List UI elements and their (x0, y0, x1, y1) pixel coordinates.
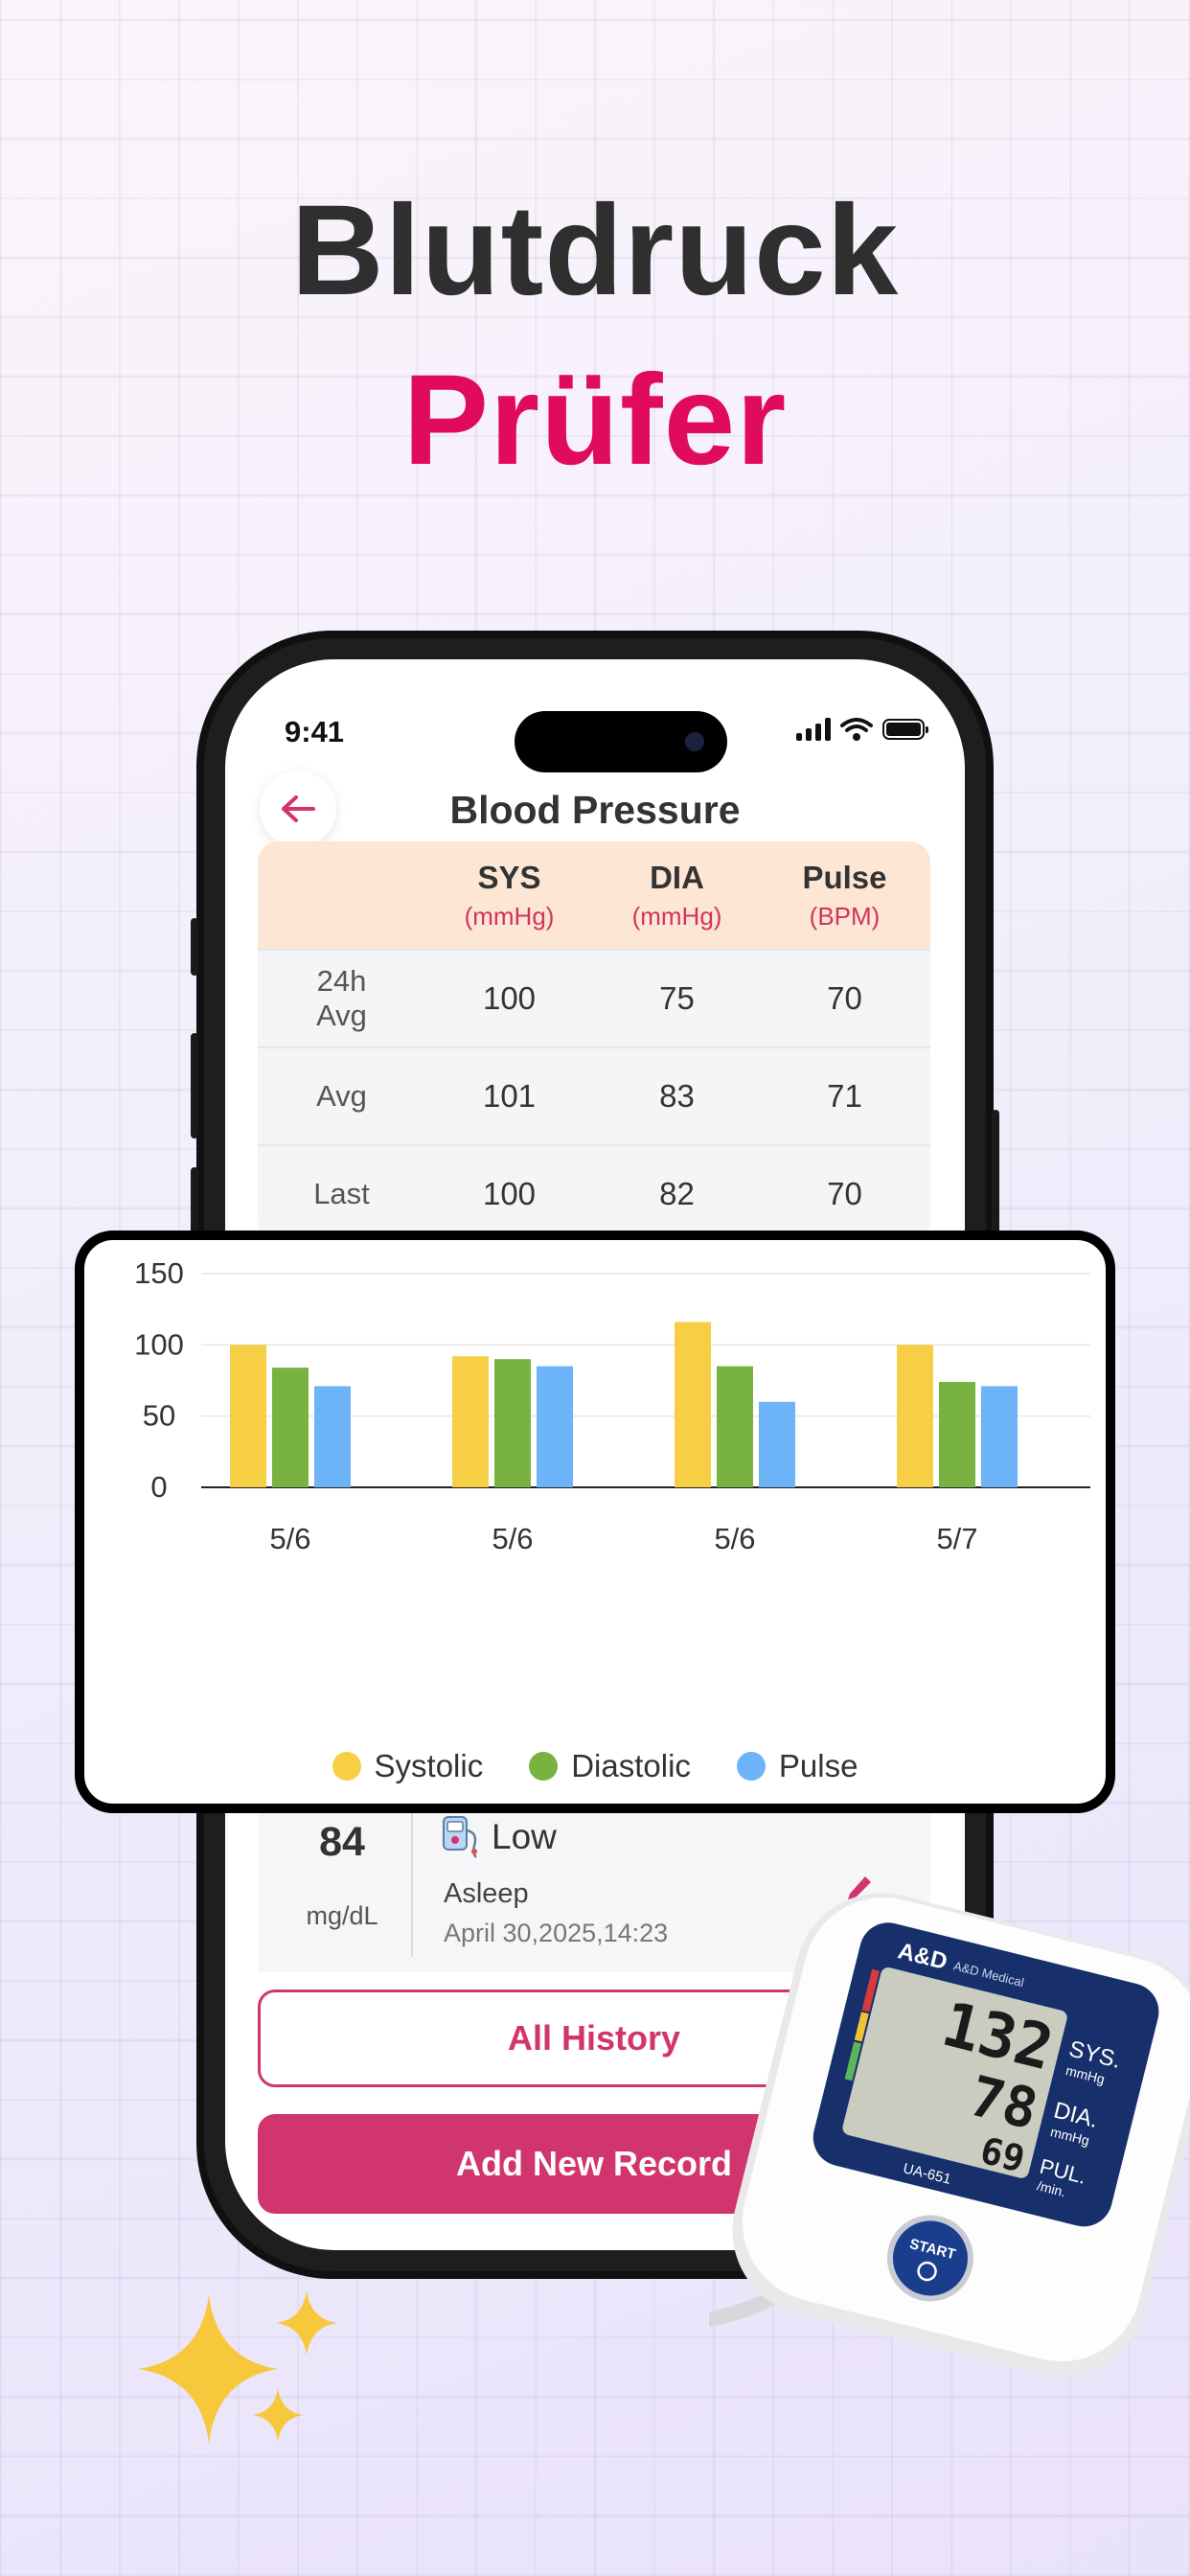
legend-dot (332, 1752, 361, 1781)
stats-table-header: SYS (mmHg) DIA (mmHg) Pulse (BPM) (258, 841, 930, 949)
bar-pulse (314, 1386, 351, 1487)
phone-power-button (992, 1110, 999, 1273)
pulse-value: 71 (827, 1078, 862, 1114)
page-title: Blood Pressure (449, 788, 741, 832)
bar-chart: 0 50 100 150 5/6 5/6 5/6 5/7 (134, 1256, 1090, 1555)
bar-pulse (537, 1366, 573, 1487)
record-timestamp: April 30,2025,14:23 (444, 1919, 669, 1947)
signal-icon (796, 718, 831, 741)
dia-value: 83 (659, 1078, 695, 1114)
y-tick-label: 100 (134, 1327, 184, 1361)
x-tick-label: 5/7 (936, 1522, 977, 1555)
table-row: 24h Avg 100 75 70 (258, 949, 930, 1046)
status-icons (796, 717, 928, 742)
blood-pressure-monitor-image: A&D A&D Medical 132 78 69 SYS. mmHg DIA.… (709, 1893, 1190, 2378)
record-condition: Asleep (444, 1878, 529, 1909)
pulse-value: 70 (827, 1176, 862, 1211)
y-tick-label: 0 (150, 1470, 167, 1504)
header-dia: DIA (mmHg) (631, 859, 722, 931)
row-label: 24h Avg (316, 964, 367, 1032)
hero-title-line2: Prüfer (402, 349, 788, 492)
hero-title-line1: Blutdruck (290, 179, 900, 322)
chart-legend: Systolic Diastolic Pulse (84, 1748, 1106, 1784)
device-pul-value: 69 (976, 2129, 1029, 2181)
record-unit: mg/dL (306, 1901, 378, 1930)
sys-value: 100 (482, 1176, 537, 1211)
record-divider (411, 1813, 413, 1957)
chart-card: 0 50 100 150 5/6 5/6 5/6 5/7 Systolic Diastolic… (75, 1230, 1115, 1813)
table-row: Avg 101 83 71 (258, 1046, 930, 1144)
bar-diastolic (494, 1359, 531, 1487)
bar-diastolic (717, 1366, 753, 1487)
x-tick-label: 5/6 (492, 1522, 533, 1555)
device-dia-value: 78 (963, 2063, 1043, 2143)
status-time: 9:41 (285, 715, 345, 748)
device-pul-unit: /min. (1036, 2177, 1067, 2199)
record-status: Low (492, 1817, 557, 1856)
battery-icon (882, 719, 928, 740)
back-button[interactable] (260, 770, 336, 847)
header-sys: SYS (mmHg) (464, 859, 555, 931)
sys-value: 101 (482, 1078, 537, 1114)
bar-systolic (897, 1345, 933, 1487)
legend-item-systolic: Systolic (332, 1748, 483, 1784)
bar-systolic (230, 1345, 266, 1487)
bar-pulse (759, 1401, 795, 1487)
header-pulse: Pulse (BPM) (802, 859, 887, 931)
record-value: 84 (319, 1819, 365, 1865)
bar-diastolic (939, 1381, 975, 1487)
phone-action-button (191, 918, 198, 976)
bar-systolic (675, 1322, 711, 1487)
phone-volume-down (191, 1167, 198, 1273)
x-tick-label: 5/6 (269, 1522, 310, 1555)
legend-item-pulse: Pulse (736, 1748, 858, 1784)
legend-dot (529, 1752, 559, 1781)
table-row: Last 100 82 70 (258, 1144, 930, 1242)
y-tick-label: 150 (134, 1256, 184, 1290)
glucose-meter-icon (443, 1816, 477, 1858)
legend-item-diastolic: Diastolic (529, 1748, 691, 1784)
arrow-left-icon (282, 795, 315, 822)
stats-table: SYS (mmHg) DIA (mmHg) Pulse (BPM) 24h Av… (258, 841, 930, 1242)
bar-pulse (981, 1386, 1018, 1487)
x-tick-label: 5/6 (714, 1522, 755, 1555)
sys-value: 100 (482, 980, 537, 1016)
dynamic-island (515, 711, 727, 772)
y-tick-label: 50 (143, 1399, 175, 1433)
dia-value: 82 (659, 1176, 695, 1211)
legend-dot (736, 1752, 766, 1781)
bar-diastolic (272, 1368, 309, 1487)
phone-volume-up (191, 1033, 198, 1138)
row-label: Last (313, 1177, 370, 1210)
row-label: Avg (316, 1079, 367, 1113)
pulse-value: 70 (827, 980, 862, 1016)
dia-value: 75 (659, 980, 695, 1016)
wifi-icon (840, 718, 873, 741)
sparkle-icon (138, 2290, 337, 2444)
bar-systolic (452, 1356, 489, 1487)
